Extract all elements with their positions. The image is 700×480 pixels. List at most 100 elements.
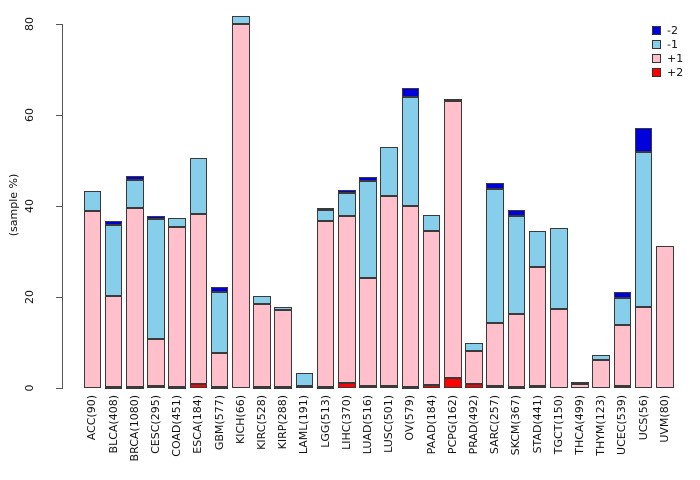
bar-segment-PAAD(184)-+1 bbox=[422, 230, 441, 386]
bar-segment-THCA(499)--1 bbox=[571, 381, 589, 384]
bar-segment-LGG(513)--1 bbox=[316, 209, 335, 222]
bar-segment-LUSC(501)-+1 bbox=[380, 195, 399, 386]
bar-segment-CESC(295)--1 bbox=[147, 219, 165, 340]
legend-label: -2 bbox=[667, 24, 678, 37]
x-axis-label-LIHC(370): LIHC(370) bbox=[339, 395, 353, 450]
bar-segment-PAAD(184)--1 bbox=[422, 215, 441, 231]
bar-segment-KICH(66)--1 bbox=[231, 15, 250, 24]
bar-segment-LIHC(370)--1 bbox=[337, 193, 356, 217]
bar-segment-TGCT(150)-+1 bbox=[549, 309, 568, 388]
y-tick-label: 80 bbox=[23, 17, 36, 31]
bar-segment-PRAD(492)-+2 bbox=[465, 384, 483, 388]
bar-segment-LUSC(501)-+2 bbox=[380, 385, 399, 388]
bar-segment-KIRP(288)--1 bbox=[274, 307, 293, 310]
legend-label: -1 bbox=[667, 38, 678, 51]
bar-segment-PRAD(492)-+1 bbox=[465, 351, 483, 385]
bar-segment-LGG(513)-+1 bbox=[316, 221, 335, 388]
x-axis-label-BRCA(1080): BRCA(1080) bbox=[127, 395, 141, 462]
x-axis-label-UVM(80): UVM(80) bbox=[657, 395, 671, 443]
x-axis-label-KIRP(288): KIRP(288) bbox=[276, 395, 290, 450]
x-axis-label-UCS(56): UCS(56) bbox=[636, 395, 650, 441]
bar-segment-UCEC(539)--1 bbox=[613, 297, 632, 326]
bar-segment-STAD(441)-+2 bbox=[528, 385, 547, 388]
bar-segment-KIRP(288)-+2 bbox=[274, 386, 293, 389]
bar-segment-LGG(513)--2 bbox=[316, 208, 335, 211]
bar-segment-BRCA(1080)-+1 bbox=[125, 207, 144, 387]
y-tick-label: 40 bbox=[23, 199, 36, 213]
bar-segment-ACC(90)--1 bbox=[83, 191, 102, 211]
bar-segment-BRCA(1080)--1 bbox=[125, 179, 144, 208]
y-tick-mark bbox=[56, 24, 62, 25]
x-axis-label-LAML(191): LAML(191) bbox=[297, 395, 311, 455]
x-axis-label-LUSC(501): LUSC(501) bbox=[382, 395, 396, 453]
bar-segment-OV(579)--1 bbox=[401, 96, 420, 207]
y-tick-mark bbox=[56, 206, 62, 207]
x-axis-label-LUAD(516): LUAD(516) bbox=[361, 395, 374, 455]
bar-segment-SARC(257)-+1 bbox=[486, 323, 505, 386]
bar-segment-SARC(257)--2 bbox=[486, 183, 505, 190]
y-tick-label: 0 bbox=[23, 384, 36, 392]
bar-segment-PAAD(184)-+2 bbox=[422, 385, 441, 388]
bar-segment-BLCA(408)-+1 bbox=[104, 296, 123, 387]
x-axis-label-SKCM(367): SKCM(367) bbox=[509, 395, 523, 456]
bar-segment-COAD(451)-+1 bbox=[168, 227, 187, 387]
bar-segment-LAML(191)-+1 bbox=[295, 385, 314, 388]
bar-segment-GBM(577)-+1 bbox=[210, 352, 229, 387]
bar-segment-OV(579)-+1 bbox=[401, 206, 420, 387]
bar-segment-ESCA(184)--1 bbox=[189, 157, 208, 215]
x-axis-label-LGG(513): LGG(513) bbox=[318, 395, 332, 448]
bar-segment-UCS(56)-+1 bbox=[634, 307, 653, 388]
bar-segment-GBM(577)-+2 bbox=[210, 386, 229, 389]
bar-segment-LUAD(516)--1 bbox=[359, 181, 377, 279]
bar-segment-BLCA(408)--1 bbox=[104, 225, 123, 297]
bar-segment-LIHC(370)--2 bbox=[337, 190, 356, 194]
x-axis-label-TGCT(150): TGCT(150) bbox=[551, 395, 565, 455]
bar-segment-SARC(257)--1 bbox=[486, 189, 505, 324]
y-axis-title: (sample %) bbox=[7, 173, 20, 237]
y-tick-label: 60 bbox=[23, 108, 36, 122]
bar-segment-LIHC(370)-+1 bbox=[337, 216, 356, 384]
bar-segment-ESCA(184)-+1 bbox=[189, 214, 208, 385]
bar-segment-ESCA(184)-+2 bbox=[189, 384, 208, 388]
x-axis-label-UCEC(539): UCEC(539) bbox=[615, 395, 629, 455]
legend-swatch bbox=[652, 26, 661, 35]
bar-segment-UCS(56)--1 bbox=[634, 152, 653, 308]
bar-segment-KICH(66)-+1 bbox=[231, 23, 250, 388]
y-tick-mark bbox=[56, 297, 62, 298]
x-axis-label-ACC(90): ACC(90) bbox=[85, 395, 99, 441]
bar-segment-PCPG(162)--1 bbox=[443, 99, 462, 102]
x-axis-label-PRAD(492): PRAD(492) bbox=[467, 395, 480, 455]
bar-segment-LIHC(370)-+2 bbox=[337, 383, 356, 388]
bar-segment-CESC(295)--2 bbox=[147, 215, 165, 220]
bar-segment-TGCT(150)--1 bbox=[549, 227, 568, 310]
bar-segment-COAD(451)-+2 bbox=[168, 386, 187, 389]
x-axis-label-COAD(451): COAD(451) bbox=[170, 395, 184, 457]
bar-segment-KIRC(528)-+1 bbox=[253, 304, 271, 388]
bar-segment-LAML(191)--1 bbox=[295, 373, 314, 386]
x-axis-label-PCPG(162): PCPG(162) bbox=[445, 395, 459, 455]
bar-segment-OV(579)--2 bbox=[401, 87, 420, 97]
bar-segment-LUAD(516)-+2 bbox=[359, 386, 377, 389]
bar-segment-LUSC(501)--1 bbox=[380, 147, 399, 196]
bar-segment-COAD(451)--1 bbox=[168, 218, 187, 228]
bar-segment-CESC(295)-+2 bbox=[147, 386, 165, 389]
bar-segment-UCEC(539)-+2 bbox=[613, 385, 632, 388]
bar-segment-UCEC(539)--2 bbox=[613, 291, 632, 298]
bar-segment-UVM(80)-+1 bbox=[655, 246, 674, 388]
bar-segment-KIRP(288)-+1 bbox=[274, 309, 293, 387]
x-axis-label-STAD(441): STAD(441) bbox=[530, 395, 544, 454]
x-axis-label-THCA(499): THCA(499) bbox=[573, 395, 586, 455]
legend-swatch bbox=[652, 40, 661, 49]
y-tick-mark bbox=[56, 115, 62, 116]
bar-segment-THYM(123)--1 bbox=[592, 354, 611, 360]
bar-segment-BRCA(1080)--2 bbox=[125, 176, 144, 180]
bar-segment-ACC(90)-+1 bbox=[83, 211, 102, 388]
x-axis-label-BLCA(408): BLCA(408) bbox=[106, 395, 120, 454]
x-axis-label-CESC(295): CESC(295) bbox=[149, 395, 162, 454]
bar-segment-BLCA(408)-+2 bbox=[104, 386, 123, 389]
bar-segment-SKCM(367)-+1 bbox=[507, 314, 526, 388]
bar-segment-CESC(295)-+1 bbox=[147, 339, 165, 387]
bar-segment-SARC(257)-+2 bbox=[486, 385, 505, 388]
